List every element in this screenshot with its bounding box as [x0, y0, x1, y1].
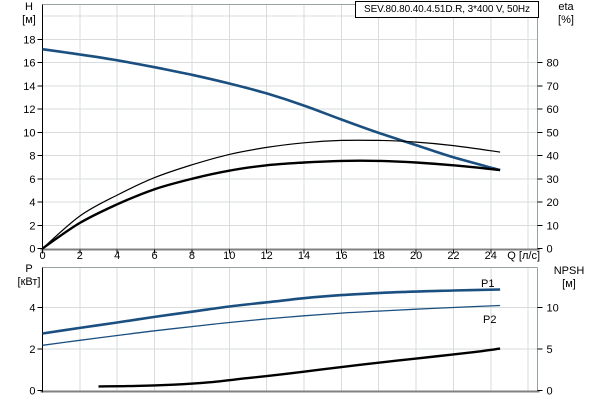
x-axis-unit-label: Q [л/с] — [507, 250, 540, 262]
x-tick-label: 12 — [261, 250, 273, 262]
eta-axis-name: eta — [558, 1, 574, 13]
x-tick-label: 0 — [39, 250, 45, 262]
x-tick-label: 8 — [189, 250, 195, 262]
left-tick-label: 2 — [29, 220, 35, 232]
right-tick-label: 50 — [547, 127, 559, 139]
power-axis-unit: [кВт] — [17, 276, 41, 288]
bottom-tick-labels: 0 2 4 0 5 10 — [29, 303, 558, 398]
top-axes — [40, 4, 540, 251]
left-tick-label: 6 — [29, 174, 35, 186]
bottom-curves — [42, 288, 501, 388]
power-axis-title: P [кВт] — [12, 263, 46, 289]
p1-curve — [42, 288, 501, 335]
top-ticks — [37, 38, 543, 254]
eta-total-curve — [41, 159, 501, 250]
left-tick-label: 16 — [23, 58, 35, 70]
right-tick-label: 10 — [547, 303, 559, 315]
left-tick-label: 12 — [23, 104, 35, 116]
left-tick-label: 4 — [29, 303, 35, 315]
right-tick-label: 20 — [547, 197, 559, 209]
bottom-axes — [40, 267, 540, 393]
x-tick-label: 24 — [485, 250, 497, 262]
right-tick-label: 80 — [547, 58, 559, 70]
eta-pump-curve — [42, 139, 501, 249]
x-tick-label: 18 — [373, 250, 385, 262]
right-tick-label: 0 — [547, 244, 553, 256]
right-tick-label: 10 — [547, 220, 559, 232]
series-label-p1: P1 — [481, 278, 494, 290]
bottom-gridlines — [42, 267, 538, 391]
left-tick-label: 10 — [23, 127, 35, 139]
bottom-chart: 0 2 4 0 5 10 P1 P2 — [29, 267, 559, 398]
x-tick-label: 16 — [335, 250, 347, 262]
left-tick-label: 8 — [29, 151, 35, 163]
right-tick-label: 5 — [547, 344, 553, 356]
npsh-axis-unit: [м] — [562, 278, 576, 290]
eta-axis-unit: [%] — [558, 14, 574, 26]
right-tick-label: 0 — [547, 386, 553, 398]
left-tick-label: 2 — [29, 344, 35, 356]
eta-axis-title: eta [%] — [549, 1, 583, 27]
bottom-ticks — [37, 307, 543, 391]
series-label-p2: P2 — [483, 314, 496, 326]
head-axis-title: H [м] — [14, 1, 44, 27]
power-axis-name: P — [25, 263, 33, 275]
left-tick-label: 0 — [29, 386, 35, 398]
x-tick-label: 22 — [447, 250, 459, 262]
pump-model-title: SEV.80.80.40.4.51D.R, 3*400 V, 50Hz — [355, 1, 539, 18]
h-curve — [42, 47, 501, 172]
npsh-curve — [98, 347, 501, 388]
right-tick-label: 70 — [547, 81, 559, 93]
left-tick-label: 14 — [23, 81, 35, 93]
p2-curve — [42, 304, 501, 346]
right-tick-label: 60 — [547, 104, 559, 116]
x-tick-label: 6 — [152, 250, 158, 262]
top-gridlines — [42, 4, 538, 249]
x-tick-label: 4 — [114, 250, 120, 262]
x-tick-label: 14 — [298, 250, 310, 262]
bottom-frame — [42, 267, 538, 391]
npsh-axis-title: NPSH [м] — [547, 265, 591, 291]
top-curves — [41, 47, 501, 250]
right-tick-label: 40 — [547, 151, 559, 163]
left-tick-label: 4 — [29, 197, 35, 209]
left-tick-label: 0 — [29, 244, 35, 256]
left-tick-label: 18 — [23, 34, 35, 46]
head-axis-unit: [м] — [22, 14, 36, 26]
npsh-axis-name: NPSH — [553, 265, 585, 277]
x-tick-label: 10 — [223, 250, 235, 262]
right-tick-label: 30 — [547, 174, 559, 186]
x-tick-label: 2 — [77, 250, 83, 262]
x-tick-label: 20 — [410, 250, 422, 262]
head-axis-name: H — [25, 1, 33, 13]
